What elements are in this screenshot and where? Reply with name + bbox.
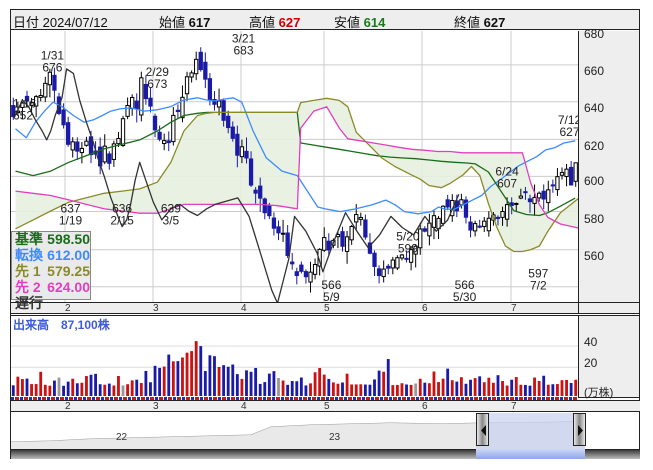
- svg-text:652: 652: [13, 108, 33, 122]
- svg-text:2/15: 2/15: [110, 214, 134, 228]
- svg-text:627: 627: [559, 125, 578, 139]
- svg-text:5/9: 5/9: [323, 290, 340, 303]
- svg-text:1/19: 1/19: [59, 214, 83, 228]
- svg-text:3/5: 3/5: [163, 214, 180, 228]
- svg-text:5/30: 5/30: [453, 290, 477, 303]
- svg-text:607: 607: [497, 177, 517, 191]
- svg-text:599: 599: [398, 241, 418, 255]
- svg-text:673: 673: [147, 77, 167, 91]
- svg-text:683: 683: [233, 44, 253, 58]
- svg-text:676: 676: [42, 60, 62, 74]
- svg-text:7/2: 7/2: [530, 278, 547, 292]
